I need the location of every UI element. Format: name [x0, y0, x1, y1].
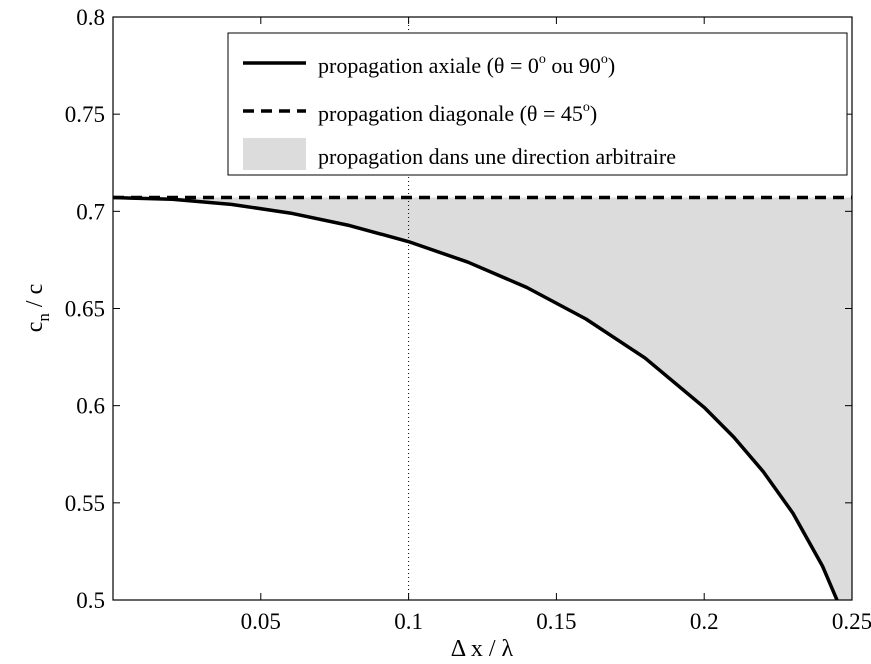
legend-axial-label: propagation axiale (θ = 0o ou 90o)	[318, 52, 615, 78]
legend-region-swatch	[243, 138, 306, 170]
y-tick-label: 0.8	[76, 5, 105, 30]
y-tick-label: 0.65	[65, 297, 105, 322]
legend-region-label: propagation dans une direction arbitrair…	[318, 144, 676, 169]
y-tick-label: 0.5	[76, 588, 105, 613]
y-tick-label: 0.6	[76, 394, 105, 419]
x-tick-label: 0.2	[690, 609, 719, 634]
svg-text:cn / c: cn / c	[22, 284, 53, 332]
y-axis-label: cn / c	[22, 284, 53, 332]
x-tick-label: 0.25	[832, 609, 871, 634]
series-axial-line	[113, 195, 852, 600]
y-tick-label: 0.75	[65, 102, 105, 127]
legend-box	[227, 32, 848, 176]
x-axis-label: Δ x / λ	[451, 636, 514, 662]
y-tick-label: 0.7	[76, 199, 105, 224]
legend: propagation axiale (θ = 0o ou 90o) propa…	[227, 32, 848, 176]
legend-diagonal-label: propagation diagonale (θ = 45o)	[318, 100, 597, 126]
shaded-region	[113, 197, 852, 600]
y-tick-label: 0.55	[65, 491, 105, 516]
x-tick-label: 0.15	[536, 609, 576, 634]
x-tick-label: 0.05	[241, 609, 281, 634]
x-tick-label: 0.1	[394, 609, 423, 634]
